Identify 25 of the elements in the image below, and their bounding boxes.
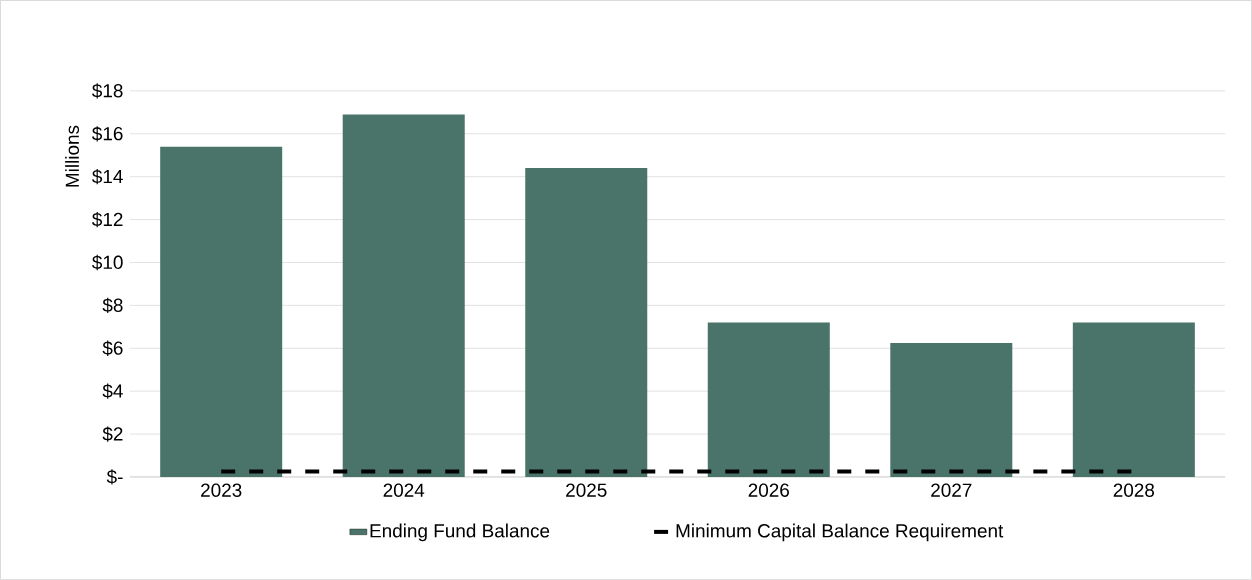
x-tick-label: 2026 (748, 483, 789, 497)
legend-label: Ending Fund Balance (370, 523, 550, 542)
y-tick-label: $14 (92, 169, 123, 185)
bar (890, 342, 1013, 478)
legend-label: Minimum Capital Balance Requirement (676, 523, 1004, 542)
y-tick-label: $12 (92, 212, 123, 228)
y-tick-label: $10 (92, 254, 123, 271)
bar (342, 114, 465, 478)
bar (707, 322, 830, 478)
x-tick-label: 2025 (566, 483, 607, 497)
bar (525, 168, 648, 478)
bar (1072, 322, 1195, 478)
y-tick-label: $8 (102, 297, 123, 314)
x-tick-label: 2024 (383, 483, 425, 497)
y-tick-label: $18 (92, 83, 123, 99)
y-tick-label: $6 (102, 340, 123, 356)
y-tick-label: $- (106, 469, 123, 485)
x-tick-label: 2023 (201, 483, 242, 497)
y-tick-label: $4 (102, 383, 123, 399)
y-axis-title: Millions (65, 125, 80, 187)
x-tick-label: 2027 (931, 483, 972, 497)
y-tick-label: $16 (92, 126, 123, 142)
bar (160, 146, 283, 478)
y-tick-label: $2 (102, 426, 123, 442)
x-tick-label: 2028 (1113, 483, 1155, 497)
